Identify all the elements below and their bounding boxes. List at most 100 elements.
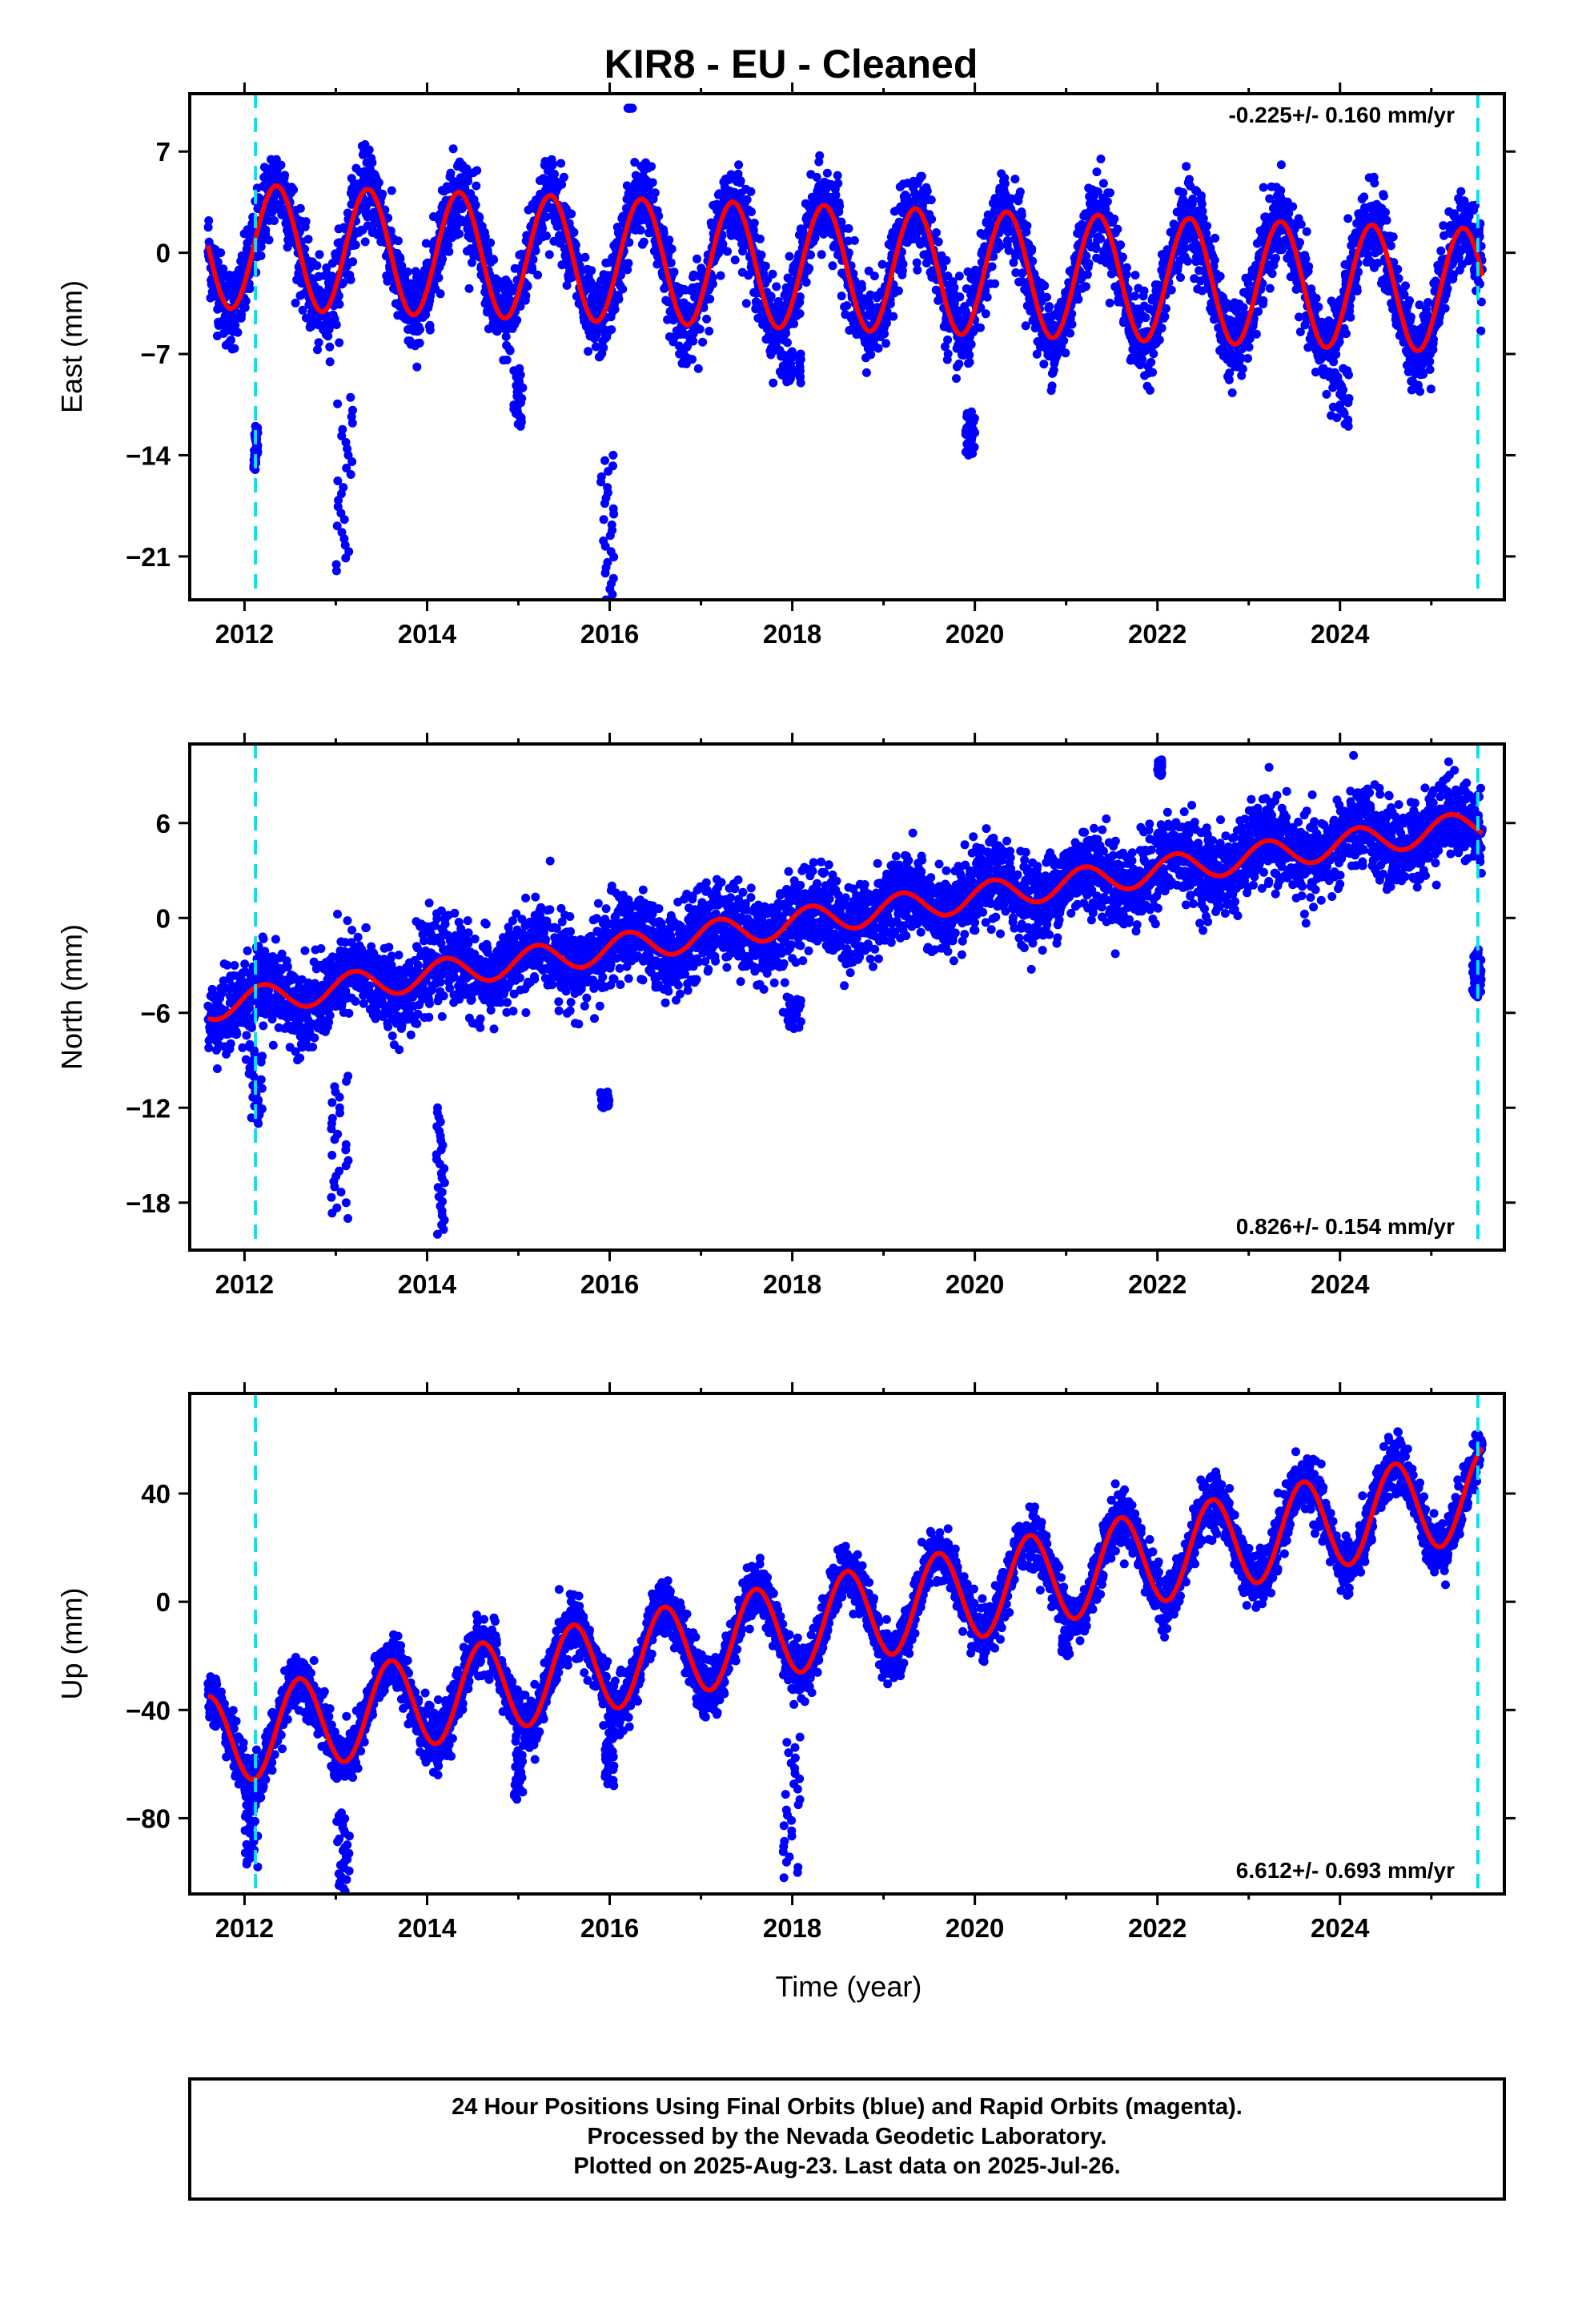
data-point xyxy=(1035,288,1045,298)
data-point xyxy=(952,374,961,384)
data-point xyxy=(256,251,266,260)
data-point xyxy=(492,327,502,336)
data-point xyxy=(857,283,866,292)
data-point xyxy=(303,235,313,244)
data-point xyxy=(1370,179,1379,188)
data-point xyxy=(1094,187,1102,196)
data-point xyxy=(1276,160,1286,170)
data-point xyxy=(864,266,873,275)
data-point xyxy=(877,259,887,269)
data-point xyxy=(363,212,372,222)
data-point xyxy=(932,228,941,237)
data-point xyxy=(648,178,657,187)
data-point xyxy=(436,289,445,299)
data-point xyxy=(1082,270,1092,279)
data-point xyxy=(557,179,567,189)
data-point xyxy=(1302,227,1311,236)
data-point xyxy=(1311,294,1321,303)
data-point xyxy=(669,267,679,277)
data-point xyxy=(630,158,640,167)
data-point xyxy=(448,144,458,154)
data-point xyxy=(1141,313,1150,323)
data-point xyxy=(233,328,243,337)
data-point xyxy=(943,335,953,344)
data-point xyxy=(1059,336,1069,345)
data-point xyxy=(667,244,677,254)
data-point xyxy=(849,235,859,245)
data-point xyxy=(312,261,322,271)
data-point xyxy=(705,327,714,336)
data-point xyxy=(812,172,821,182)
data-point xyxy=(614,295,624,304)
data-point xyxy=(736,176,745,186)
data-point xyxy=(387,186,396,195)
data-point xyxy=(559,172,568,182)
data-point xyxy=(1276,186,1286,195)
data-point xyxy=(1183,256,1193,266)
data-point xyxy=(501,332,511,341)
chart-title: KIR8 - EU - Cleaned xyxy=(604,42,978,86)
data-point xyxy=(1203,221,1212,231)
data-point xyxy=(955,292,965,302)
data-point xyxy=(415,338,424,348)
data-point xyxy=(1388,232,1398,242)
data-point xyxy=(873,344,883,353)
data-point xyxy=(291,298,300,308)
data-point xyxy=(346,275,355,284)
data-point xyxy=(623,265,632,275)
data-point xyxy=(1296,219,1306,229)
data-point xyxy=(1314,302,1323,312)
data-point xyxy=(276,160,286,170)
data-point xyxy=(1010,175,1020,184)
data-point xyxy=(772,282,781,292)
data-point xyxy=(1067,320,1077,329)
data-point xyxy=(844,236,853,246)
data-point xyxy=(1425,365,1435,374)
data-point xyxy=(227,336,235,345)
data-point xyxy=(403,267,412,276)
data-point xyxy=(364,145,374,155)
data-point xyxy=(1288,202,1298,211)
data-point xyxy=(237,310,247,320)
data-point xyxy=(1004,246,1014,255)
data-point xyxy=(749,219,759,227)
data-point xyxy=(795,292,805,302)
data-point xyxy=(831,191,841,199)
data-point xyxy=(374,178,383,187)
data-point xyxy=(789,319,799,328)
data-point xyxy=(1259,183,1268,192)
data-point xyxy=(1096,234,1106,243)
data-point xyxy=(334,291,343,300)
data-point xyxy=(270,216,279,225)
data-point xyxy=(1011,268,1021,277)
data-point xyxy=(468,258,476,267)
data-point xyxy=(1265,283,1275,293)
data-point xyxy=(842,301,852,311)
data-point xyxy=(1082,282,1090,292)
data-point xyxy=(230,344,239,353)
data-point xyxy=(982,292,992,302)
data-point xyxy=(768,269,777,279)
data-point xyxy=(866,350,876,360)
data-point xyxy=(1118,252,1127,262)
data-point xyxy=(444,240,453,250)
data-point xyxy=(533,270,543,279)
data-point xyxy=(835,201,845,211)
data-point xyxy=(335,300,344,309)
data-point xyxy=(455,229,464,239)
data-point xyxy=(412,362,422,372)
data-point xyxy=(1154,335,1164,344)
data-point xyxy=(1028,256,1038,266)
data-point xyxy=(759,268,768,278)
data-point xyxy=(941,342,950,352)
data-point xyxy=(472,166,482,175)
data-point xyxy=(654,211,664,221)
data-point xyxy=(781,328,791,338)
data-point xyxy=(689,336,698,346)
data-point xyxy=(1074,295,1083,304)
data-point xyxy=(505,346,515,356)
data-point xyxy=(502,356,512,364)
data-point xyxy=(783,338,792,348)
data-point xyxy=(693,254,701,263)
data-point xyxy=(733,169,743,179)
